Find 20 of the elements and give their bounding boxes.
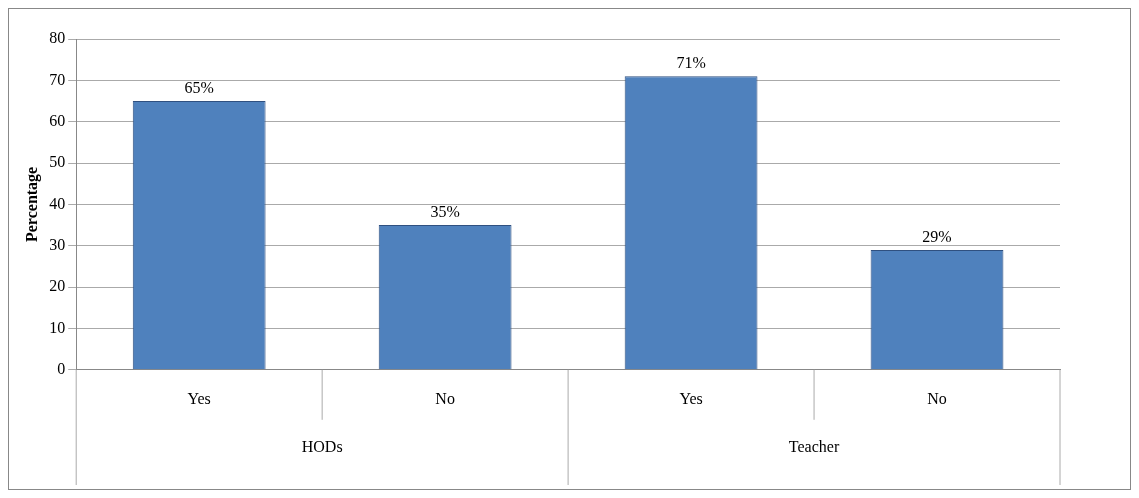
y-axis-title: Percentage [22,166,41,243]
y-tick-label: 0 [57,360,66,377]
text: Teacher [788,438,840,455]
y-tick-label: 70 [49,70,66,88]
data-label: 71% [676,54,706,72]
data-label: 35% [430,203,460,221]
text: HODs [301,438,343,455]
y-tick-label: 10 [49,318,66,336]
data-label: 29% [922,228,952,246]
y-tick-label: 50 [49,153,66,171]
x-tick-label: No [435,389,455,407]
y-tick-label: 80 [49,29,66,47]
y-tick-label: 20 [49,277,66,295]
y-tick-label: 30 [49,235,66,253]
y-tick-label: 40 [49,194,66,212]
x-tick-label: No [927,389,947,407]
y-tick-label: 60 [49,111,66,129]
x-tick-label: Yes [679,389,703,407]
data-label: 65% [184,79,214,97]
x-tick-label: Yes [187,389,211,407]
